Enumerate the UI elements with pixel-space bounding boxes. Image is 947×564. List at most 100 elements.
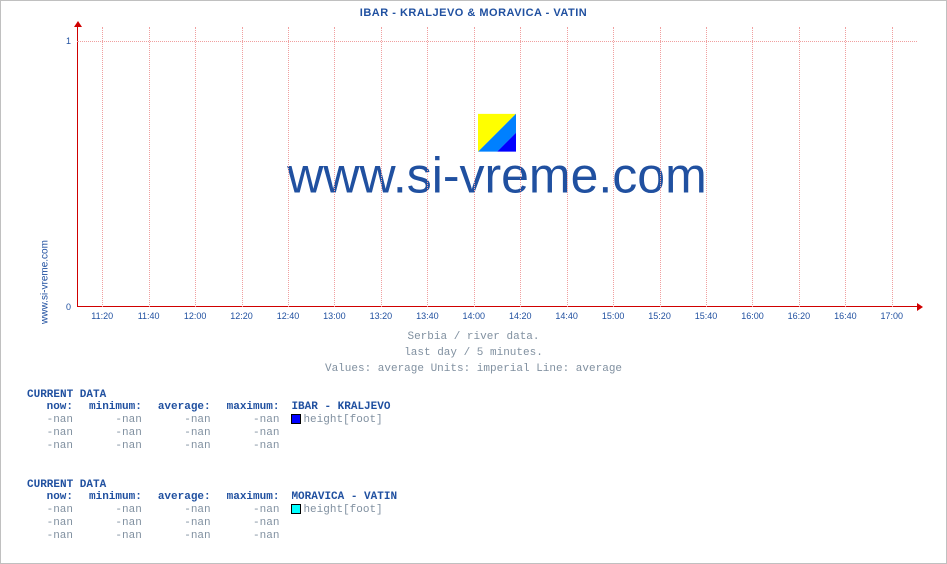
chart-title: IBAR - KRALJEVO & MORAVICA - VATIN (1, 7, 946, 19)
gridline-vertical (660, 27, 661, 307)
ytick-label: 1 (66, 36, 71, 46)
current-data-block: CURRENT DATAnow:minimum:average:maximum:… (27, 389, 398, 453)
column-header: average: (150, 491, 219, 504)
cell-value: -nan (150, 414, 219, 427)
gridline-vertical (613, 27, 614, 307)
gridline-vertical (334, 27, 335, 307)
gridline-vertical (752, 27, 753, 307)
xtick-label: 12:00 (184, 311, 207, 321)
cell-value: -nan (27, 440, 81, 453)
cell-value: -nan (81, 414, 150, 427)
xtick-label: 13:40 (416, 311, 439, 321)
xtick-label: 15:20 (648, 311, 671, 321)
column-header: maximum: (219, 401, 288, 414)
metric-cell (287, 517, 405, 530)
cell-value: -nan (27, 414, 81, 427)
table-row: -nan-nan-nan-nan (27, 427, 398, 440)
table-row: -nan-nan-nan-nanheight[foot] (27, 504, 405, 517)
cell-value: -nan (150, 440, 219, 453)
xtick-label: 15:40 (695, 311, 718, 321)
xtick-label: 13:00 (323, 311, 346, 321)
table-row: -nan-nan-nan-nan (27, 530, 405, 543)
watermark-text: www.si-vreme.com (287, 147, 706, 205)
xtick-label: 16:40 (834, 311, 857, 321)
ytick-label: 0 (66, 302, 71, 312)
xtick-label: 17:00 (881, 311, 904, 321)
gridline-vertical (520, 27, 521, 307)
metric-cell (287, 530, 405, 543)
xtick-label: 14:00 (463, 311, 486, 321)
gridline-vertical (799, 27, 800, 307)
metric-cell: height[foot] (287, 414, 398, 427)
cell-value: -nan (27, 517, 81, 530)
table-row: -nan-nan-nan-nan (27, 517, 405, 530)
xtick-label: 14:20 (509, 311, 532, 321)
cell-value: -nan (219, 440, 288, 453)
cell-value: -nan (219, 517, 288, 530)
column-header: maximum: (219, 491, 288, 504)
metric-cell (287, 440, 398, 453)
xtick-label: 14:40 (555, 311, 578, 321)
gridline-vertical (195, 27, 196, 307)
cell-value: -nan (150, 427, 219, 440)
cell-value: -nan (150, 504, 219, 517)
caption-line-3: Values: average Units: imperial Line: av… (1, 361, 946, 378)
gridline-vertical (845, 27, 846, 307)
cell-value: -nan (81, 517, 150, 530)
cell-value: -nan (27, 427, 81, 440)
gridline-vertical (149, 27, 150, 307)
caption-line-1: Serbia / river data. (1, 329, 946, 346)
xtick-label: 15:00 (602, 311, 625, 321)
xtick-label: 12:20 (230, 311, 253, 321)
gridline-vertical (474, 27, 475, 307)
data-table: now:minimum:average:maximum: IBAR - KRAL… (27, 401, 398, 453)
plot-area: www.si-vreme.com 11:2011:4012:0012:2012:… (77, 27, 917, 307)
legend-swatch (291, 504, 301, 514)
column-header: now: (27, 491, 81, 504)
gridline-vertical (892, 27, 893, 307)
gridline-vertical (242, 27, 243, 307)
x-axis (77, 306, 917, 307)
cell-value: -nan (27, 504, 81, 517)
xtick-label: 11:40 (138, 311, 160, 321)
xtick-label: 16:00 (741, 311, 764, 321)
xtick-label: 11:20 (91, 311, 113, 321)
cell-value: -nan (150, 517, 219, 530)
y-axis (77, 27, 78, 307)
series-name: IBAR - KRALJEVO (287, 401, 398, 414)
column-header: average: (150, 401, 219, 414)
cell-value: -nan (219, 530, 288, 543)
metric-label: height[foot] (303, 504, 382, 516)
gridline-vertical (567, 27, 568, 307)
xtick-label: 12:40 (277, 311, 300, 321)
column-header: minimum: (81, 491, 150, 504)
gridline-vertical (706, 27, 707, 307)
cell-value: -nan (150, 530, 219, 543)
cell-value: -nan (219, 414, 288, 427)
series-name: MORAVICA - VATIN (287, 491, 405, 504)
cell-value: -nan (219, 504, 288, 517)
chart-frame: www.si-vreme.com IBAR - KRALJEVO & MORAV… (0, 0, 947, 564)
gridline-vertical (381, 27, 382, 307)
data-block-header: CURRENT DATA (27, 389, 398, 401)
table-row: -nan-nan-nan-nanheight[foot] (27, 414, 398, 427)
data-table: now:minimum:average:maximum: MORAVICA - … (27, 491, 405, 543)
gridline-vertical (102, 27, 103, 307)
cell-value: -nan (219, 427, 288, 440)
current-data-block: CURRENT DATAnow:minimum:average:maximum:… (27, 479, 405, 543)
column-header: minimum: (81, 401, 150, 414)
cell-value: -nan (27, 530, 81, 543)
metric-label: height[foot] (303, 414, 382, 426)
legend-swatch (291, 414, 301, 424)
xtick-label: 13:20 (370, 311, 393, 321)
gridline-horizontal (77, 41, 917, 42)
cell-value: -nan (81, 427, 150, 440)
cell-value: -nan (81, 530, 150, 543)
y-axis-label-left: www.si-vreme.com (39, 240, 50, 324)
gridline-vertical (288, 27, 289, 307)
metric-cell: height[foot] (287, 504, 405, 517)
metric-cell (287, 427, 398, 440)
xtick-label: 16:20 (788, 311, 811, 321)
caption-line-2: last day / 5 minutes. (1, 345, 946, 362)
cell-value: -nan (81, 440, 150, 453)
